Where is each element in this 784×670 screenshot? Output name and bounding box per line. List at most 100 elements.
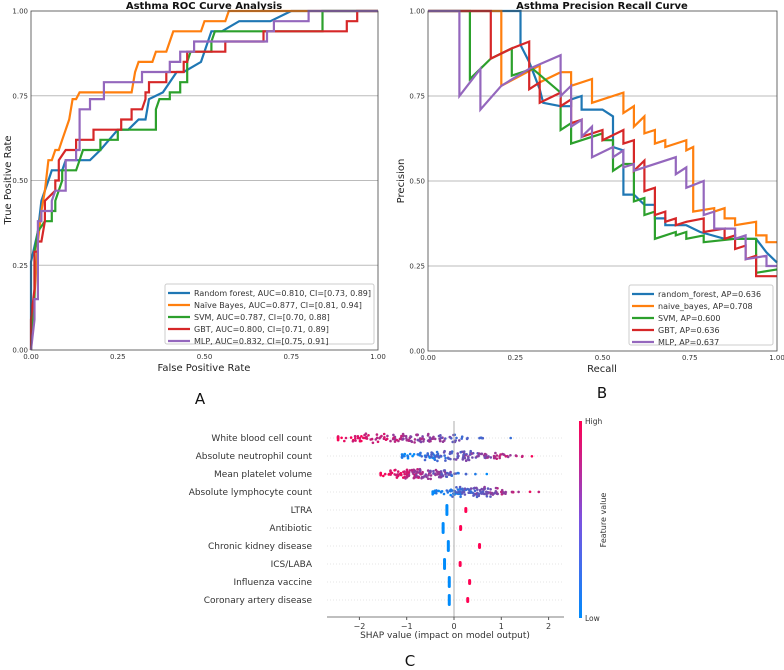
shap-point [486, 456, 489, 459]
shap-point [462, 450, 466, 453]
y-tick-label: 1.00 [12, 8, 28, 16]
shap-point [403, 470, 406, 473]
shap-point [495, 454, 499, 457]
shap-point [389, 470, 392, 473]
shap-point [463, 487, 467, 491]
shap-point [421, 435, 424, 438]
shap-point [477, 492, 480, 496]
series-line-4 [29, 9, 378, 351]
shap-point [401, 432, 405, 436]
shap-point [492, 454, 496, 458]
legend-entry: SVM, AUC=0.787, CI=[0.70, 0.88] [194, 313, 330, 322]
shap-point [459, 450, 463, 454]
shap-point [492, 492, 495, 496]
shap-point [418, 454, 421, 457]
shap-point [395, 476, 399, 479]
shap-point [478, 436, 481, 440]
shap-point [471, 456, 474, 459]
shap-point [480, 436, 484, 440]
shap-point [340, 436, 343, 440]
shap-point [343, 439, 346, 443]
shap-point [349, 436, 353, 439]
shap-point [457, 454, 460, 458]
feature-label: Absolute neutrophil count [196, 452, 313, 462]
y-tick-label: 0.50 [12, 177, 28, 185]
panel-label-b: B [597, 384, 607, 402]
shap-point [405, 438, 409, 442]
shap-point [460, 488, 464, 491]
shap-point [425, 455, 428, 459]
shap-point [447, 457, 451, 460]
shap-point [437, 475, 441, 479]
shap-point [472, 494, 475, 497]
y-tick-label: 0.25 [409, 263, 425, 271]
shap-point [403, 453, 406, 456]
shap-point [484, 454, 488, 458]
shap-point [451, 495, 454, 498]
shap-point [460, 437, 464, 440]
shap-point [405, 472, 408, 476]
shap-point [344, 436, 348, 440]
shap-point [449, 493, 453, 497]
shap-point [405, 468, 409, 472]
shap-point [457, 471, 460, 475]
x-tick-label: 0.25 [507, 354, 523, 362]
shap-point [431, 451, 434, 455]
shap-point [461, 458, 465, 461]
shap-point [444, 456, 447, 460]
legend [628, 284, 774, 346]
y-tick-label: 0.75 [12, 92, 28, 100]
shap-point [400, 455, 404, 459]
shap-point [489, 456, 493, 459]
shap-point [427, 474, 430, 477]
shap-point [443, 439, 446, 442]
shap-point [435, 490, 438, 493]
shap-point [502, 453, 506, 457]
shap-point [455, 491, 459, 494]
shap-point [412, 453, 416, 456]
legend-entry: MLP, AUC=0.832, CI=[0.75, 0.91] [194, 337, 328, 346]
shap-point [408, 452, 412, 456]
shap-point [467, 491, 471, 495]
shap-point [413, 438, 417, 441]
shap-point [406, 455, 410, 458]
y-tick-label: 0.00 [409, 348, 425, 356]
shap-point [392, 436, 395, 440]
x-tick-label: −2 [354, 622, 366, 631]
shap-point-cluster-low [447, 594, 451, 606]
shap-point [520, 455, 524, 459]
x-tick-label: 0.75 [682, 354, 698, 362]
shap-point [422, 475, 426, 479]
feature-label: Mean platelet volume [214, 470, 312, 480]
y-tick-label: 0.00 [12, 347, 28, 355]
shap-point [485, 492, 488, 496]
shap-point [364, 432, 368, 436]
shap-point-cluster-high [478, 543, 482, 549]
shap-point [376, 440, 380, 444]
shap-point [378, 437, 381, 440]
shap-point [489, 488, 492, 491]
pr-title: Asthma Precision Recall Curve [516, 1, 688, 12]
colorbar-high-label: High [585, 417, 602, 426]
shap-point [509, 454, 512, 457]
shap-point [389, 439, 392, 443]
shap-point [356, 435, 360, 438]
shap-point [444, 472, 447, 476]
shap-point [458, 485, 462, 489]
shap-point [454, 458, 458, 461]
shap-point [418, 467, 422, 471]
shap-point [475, 495, 479, 499]
x-tick-label: 1.00 [769, 354, 784, 362]
shap-point [444, 437, 447, 440]
shap-point [468, 489, 471, 492]
shap-point [392, 433, 395, 437]
shap-point [422, 438, 426, 441]
shap-point [496, 487, 499, 490]
shap-point [458, 439, 461, 442]
shap-point [450, 437, 453, 440]
shap-point-cluster-high [458, 561, 462, 567]
shap-point [412, 468, 416, 472]
shap-point [433, 437, 437, 441]
shap-point [448, 489, 452, 493]
